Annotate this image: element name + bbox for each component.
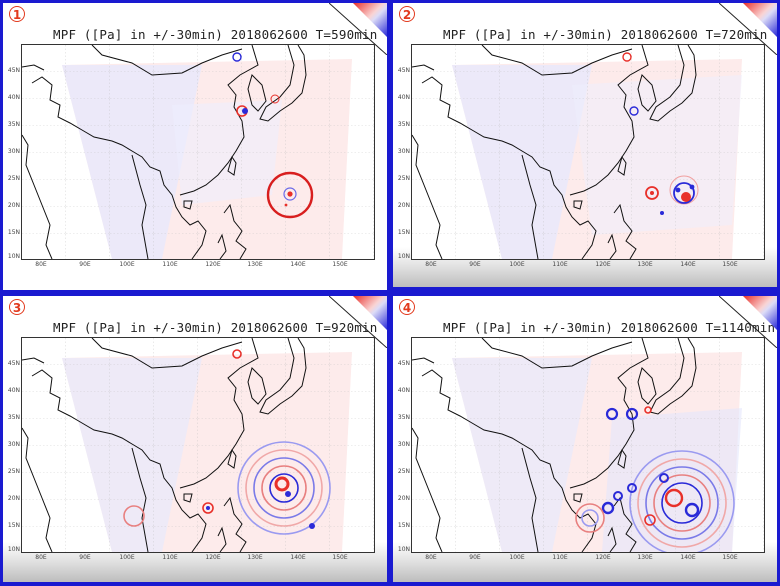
x-tick: 130E — [247, 554, 263, 561]
pressure-perturbations — [622, 52, 699, 215]
y-tick: 15N — [397, 229, 410, 236]
y-tick: 40N — [397, 387, 410, 394]
y-tick: 35N — [7, 121, 20, 128]
y-tick: 10N — [397, 253, 410, 260]
x-tick: 120E — [595, 554, 611, 561]
panel-2: 2 MPF ([Pa] in +/-30min) 2018062600 T=72… — [393, 3, 777, 287]
pressure-perturbations — [575, 406, 735, 552]
x-tick: 130E — [637, 554, 653, 561]
x-tick: 80E — [35, 554, 47, 561]
x-tick: 80E — [425, 554, 437, 561]
y-tick: 45N — [397, 360, 410, 367]
y-tick: 35N — [7, 414, 20, 421]
x-tick: 140E — [680, 261, 696, 268]
y-tick: 10N — [397, 546, 410, 553]
y-tick: 35N — [397, 121, 410, 128]
mpf-map — [21, 337, 375, 553]
x-tick: 150E — [332, 261, 348, 268]
x-tick: 120E — [205, 554, 221, 561]
x-tick: 80E — [35, 261, 47, 268]
panel-title: MPF ([Pa] in +/-30min) 2018062600 T=1140… — [443, 320, 776, 335]
panel-1: 1 MPF ([Pa] in +/-30min) 2018062600 T=59… — [3, 3, 387, 290]
pressure-perturbations — [232, 52, 297, 207]
colorbar-fan-icon — [719, 296, 777, 348]
y-tick: 30N — [397, 441, 410, 448]
x-tick: 80E — [425, 261, 437, 268]
y-tick: 45N — [7, 360, 20, 367]
y-tick: 20N — [7, 495, 20, 502]
y-tick: 15N — [7, 229, 20, 236]
y-tick: 35N — [397, 414, 410, 421]
x-tick: 100E — [119, 261, 135, 268]
y-tick: 20N — [397, 495, 410, 502]
y-tick: 20N — [7, 202, 20, 209]
x-tick: 110E — [552, 261, 568, 268]
panel-number-badge: 3 — [9, 299, 25, 315]
panel-title: MPF ([Pa] in +/-30min) 2018062600 T=920m… — [53, 320, 378, 335]
y-tick: 30N — [7, 148, 20, 155]
y-tick: 40N — [397, 94, 410, 101]
x-tick: 150E — [722, 261, 738, 268]
panel-number-badge: 2 — [399, 6, 415, 22]
x-tick: 150E — [332, 554, 348, 561]
x-tick: 120E — [595, 261, 611, 268]
panel-title: MPF ([Pa] in +/-30min) 2018062600 T=590m… — [53, 27, 378, 42]
x-tick: 100E — [509, 554, 525, 561]
x-tick: 110E — [162, 554, 178, 561]
mpf-map — [411, 337, 765, 553]
y-tick: 15N — [7, 522, 20, 529]
y-tick: 20N — [397, 202, 410, 209]
y-tick: 25N — [7, 468, 20, 475]
colorbar-fan-icon — [329, 3, 387, 55]
y-tick: 10N — [7, 546, 20, 553]
x-tick: 130E — [637, 261, 653, 268]
mpf-map — [21, 44, 375, 260]
y-tick: 45N — [7, 67, 20, 74]
x-tick: 90E — [79, 261, 91, 268]
x-tick: 150E — [722, 554, 738, 561]
panel-3: 3 MPF ([Pa] in +/-30min) 2018062600 T=92… — [3, 296, 387, 582]
x-tick: 100E — [509, 261, 525, 268]
pressure-perturbations — [123, 349, 331, 535]
panel-number-badge: 4 — [399, 299, 415, 315]
colorbar-fan-icon — [329, 296, 387, 348]
y-tick: 15N — [397, 522, 410, 529]
x-tick: 90E — [79, 554, 91, 561]
y-tick: 40N — [7, 387, 20, 394]
y-tick: 30N — [7, 441, 20, 448]
highlight-circle — [266, 171, 314, 219]
x-tick: 120E — [205, 261, 221, 268]
y-tick: 25N — [7, 175, 20, 182]
x-tick: 130E — [247, 261, 263, 268]
panel-number-badge: 1 — [9, 6, 25, 22]
y-tick: 45N — [397, 67, 410, 74]
x-tick: 140E — [290, 261, 306, 268]
x-tick: 90E — [469, 261, 481, 268]
x-tick: 140E — [290, 554, 306, 561]
x-tick: 140E — [680, 554, 696, 561]
y-tick: 25N — [397, 468, 410, 475]
colorbar-fan-icon — [719, 3, 777, 55]
x-tick: 100E — [119, 554, 135, 561]
x-tick: 110E — [552, 554, 568, 561]
mpf-map — [411, 44, 765, 260]
panel-title: MPF ([Pa] in +/-30min) 2018062600 T=720m… — [443, 27, 768, 42]
y-tick: 25N — [397, 175, 410, 182]
panel-4: 4 MPF ([Pa] in +/-30min) 2018062600 T=11… — [393, 296, 777, 582]
y-tick: 40N — [7, 94, 20, 101]
x-tick: 110E — [162, 261, 178, 268]
x-tick: 90E — [469, 554, 481, 561]
y-tick: 30N — [397, 148, 410, 155]
y-tick: 10N — [7, 253, 20, 260]
